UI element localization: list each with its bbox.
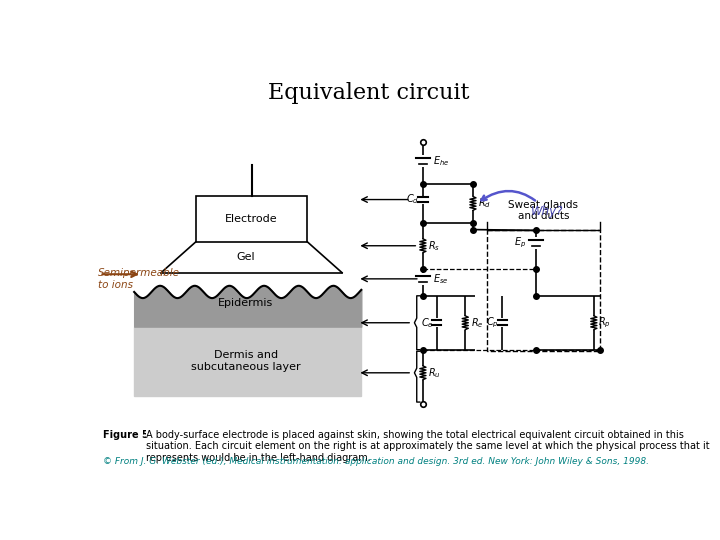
Polygon shape: [134, 327, 361, 396]
Text: $C_d$: $C_d$: [406, 193, 419, 206]
Text: $R_s$: $R_s$: [428, 239, 441, 253]
Text: Why?: Why?: [482, 191, 563, 218]
Text: $R_e$: $R_e$: [471, 316, 483, 329]
Text: Electrode: Electrode: [225, 214, 278, 224]
Text: $E_p$: $E_p$: [513, 235, 526, 250]
Text: A body-surface electrode is placed against skin, showing the total electrical eq: A body-surface electrode is placed again…: [145, 430, 709, 463]
Text: Equivalent circuit: Equivalent circuit: [269, 82, 469, 104]
Text: Epidermis: Epidermis: [218, 299, 274, 308]
Text: Semipermeable
to ions: Semipermeable to ions: [98, 268, 180, 289]
Text: © From J. G. Webster (ed.), Medical instrumentation: application and design. 3rd: © From J. G. Webster (ed.), Medical inst…: [102, 457, 649, 467]
Polygon shape: [161, 242, 342, 273]
Text: $R_u$: $R_u$: [428, 366, 441, 380]
Text: $E_{he}$: $E_{he}$: [433, 154, 449, 168]
Text: $R_p$: $R_p$: [598, 315, 611, 330]
Text: $E_{se}$: $E_{se}$: [433, 272, 449, 286]
Text: Sweat glands
and ducts: Sweat glands and ducts: [508, 199, 578, 221]
Bar: [196, 195, 307, 242]
Text: Dermis and
subcutaneous layer: Dermis and subcutaneous layer: [191, 350, 301, 372]
Text: $R_d$: $R_d$: [478, 197, 492, 210]
Text: Figure 5.8: Figure 5.8: [102, 430, 159, 440]
Text: $C_p$: $C_p$: [486, 315, 499, 330]
Text: Gel: Gel: [236, 252, 255, 262]
Text: $C_e$: $C_e$: [421, 316, 433, 329]
